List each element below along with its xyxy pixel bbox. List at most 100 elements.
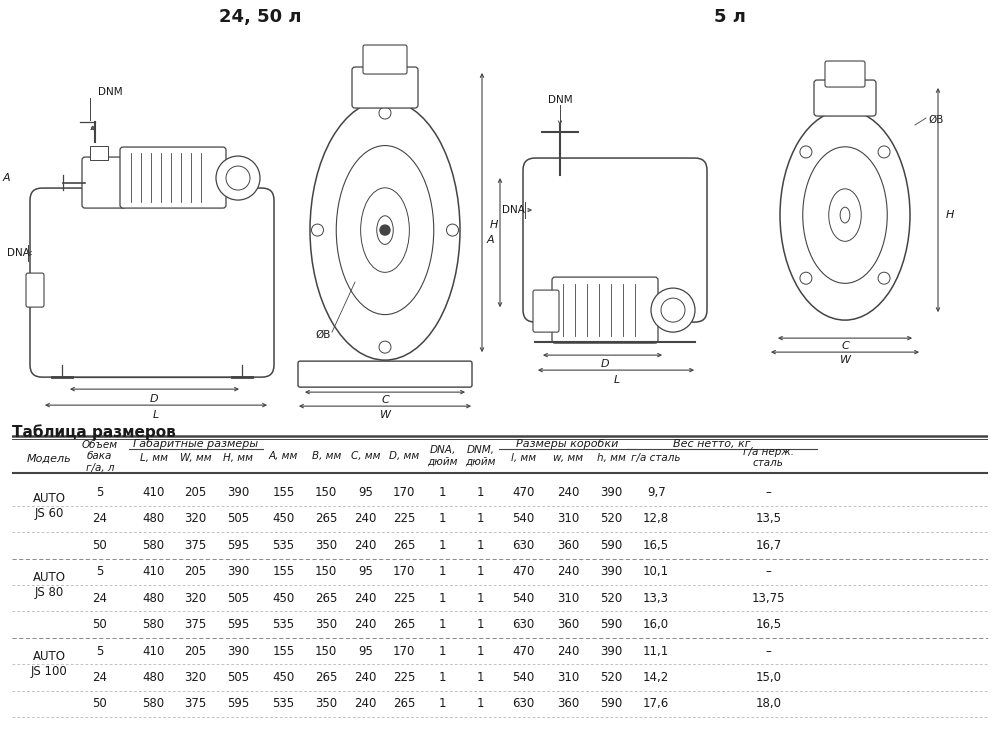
Text: W, мм: W, мм [180,454,211,463]
Text: 535: 535 [272,539,294,552]
Text: 520: 520 [600,592,622,605]
Text: –: – [765,565,771,578]
Ellipse shape [361,188,409,273]
Text: A: A [486,235,494,245]
Text: 590: 590 [600,539,622,552]
Text: 1: 1 [477,565,484,578]
Text: –: – [765,644,771,658]
Text: 240: 240 [354,512,376,526]
Text: 170: 170 [393,565,416,578]
Text: 310: 310 [557,512,579,526]
FancyBboxPatch shape [552,277,658,343]
Circle shape [379,341,391,353]
FancyBboxPatch shape [533,290,559,332]
Text: L: L [614,375,620,385]
FancyBboxPatch shape [825,61,865,87]
FancyBboxPatch shape [26,273,44,307]
Circle shape [878,146,890,158]
Text: 240: 240 [557,565,580,578]
Text: 390: 390 [227,565,250,578]
Text: 580: 580 [142,618,165,631]
Ellipse shape [780,110,910,320]
Text: Вес нетто, кг: Вес нетто, кг [673,439,751,449]
Text: 16,7: 16,7 [755,539,782,552]
Text: D, мм: D, мм [389,452,419,461]
Text: 225: 225 [393,512,416,526]
Bar [90,146,108,160]
Text: 390: 390 [600,486,622,499]
Text: С, мм: С, мм [351,452,380,461]
Text: 5: 5 [96,565,104,578]
Ellipse shape [336,146,434,314]
Text: Размеры коробки: Размеры коробки [516,439,619,449]
Text: 1: 1 [439,486,446,499]
Text: 320: 320 [184,512,207,526]
Text: 24, 50 л: 24, 50 л [219,8,301,26]
Text: 375: 375 [184,698,207,710]
Text: DNM: DNM [548,95,572,105]
Circle shape [379,107,391,119]
Ellipse shape [840,207,850,223]
Text: 205: 205 [184,565,207,578]
Text: 450: 450 [272,592,294,605]
FancyBboxPatch shape [352,67,418,108]
Text: 320: 320 [184,592,207,605]
Text: 450: 450 [272,671,294,684]
Text: 540: 540 [512,671,535,684]
Circle shape [312,224,324,236]
Text: 13,75: 13,75 [752,592,785,605]
Text: 13,3: 13,3 [643,592,669,605]
Text: 240: 240 [354,592,376,605]
Text: 16,0: 16,0 [643,618,669,631]
Text: AUTO
JS 60: AUTO JS 60 [33,492,66,520]
Text: 265: 265 [315,512,337,526]
Text: DNM: DNM [98,87,122,97]
Text: 535: 535 [272,618,294,631]
Text: 265: 265 [393,539,416,552]
Text: 12,8: 12,8 [643,512,669,526]
Text: 1: 1 [439,565,446,578]
Circle shape [216,156,260,200]
Text: 240: 240 [354,698,376,710]
Text: 535: 535 [272,698,294,710]
Text: ØB: ØB [315,330,330,340]
Text: 595: 595 [227,539,250,552]
Text: 360: 360 [557,539,579,552]
Text: 205: 205 [184,644,207,658]
Text: 375: 375 [184,618,207,631]
Text: 1: 1 [477,644,484,658]
FancyBboxPatch shape [120,147,226,208]
Text: 350: 350 [315,698,337,710]
Text: 95: 95 [358,565,373,578]
Text: 410: 410 [142,486,165,499]
Text: W: W [380,410,390,420]
Text: 350: 350 [315,539,337,552]
Text: 50: 50 [92,698,107,710]
Text: 170: 170 [393,644,416,658]
Text: 95: 95 [358,486,373,499]
Text: г/а нерж.
сталь: г/а нерж. сталь [743,446,794,468]
Text: 390: 390 [227,486,250,499]
Text: 590: 590 [600,698,622,710]
Text: 155: 155 [272,486,294,499]
Text: 18,0: 18,0 [755,698,781,710]
Text: 225: 225 [393,671,416,684]
Text: ØB: ØB [928,115,943,125]
FancyBboxPatch shape [523,158,707,322]
Text: 350: 350 [315,618,337,631]
Text: 470: 470 [512,565,535,578]
Text: г/а сталь: г/а сталь [631,454,681,463]
Text: 595: 595 [227,698,250,710]
Text: А, мм: А, мм [269,452,298,461]
Text: 580: 580 [142,539,165,552]
Text: 95: 95 [358,644,373,658]
FancyBboxPatch shape [30,188,274,377]
Circle shape [446,224,458,236]
Text: 150: 150 [315,644,337,658]
Text: h, мм: h, мм [597,454,626,463]
Text: 505: 505 [227,512,249,526]
Text: DNA,
дюйм: DNA, дюйм [427,445,458,466]
Text: AUTO
JS 80: AUTO JS 80 [33,571,66,599]
Text: W: W [840,355,850,365]
Text: 540: 540 [512,512,535,526]
